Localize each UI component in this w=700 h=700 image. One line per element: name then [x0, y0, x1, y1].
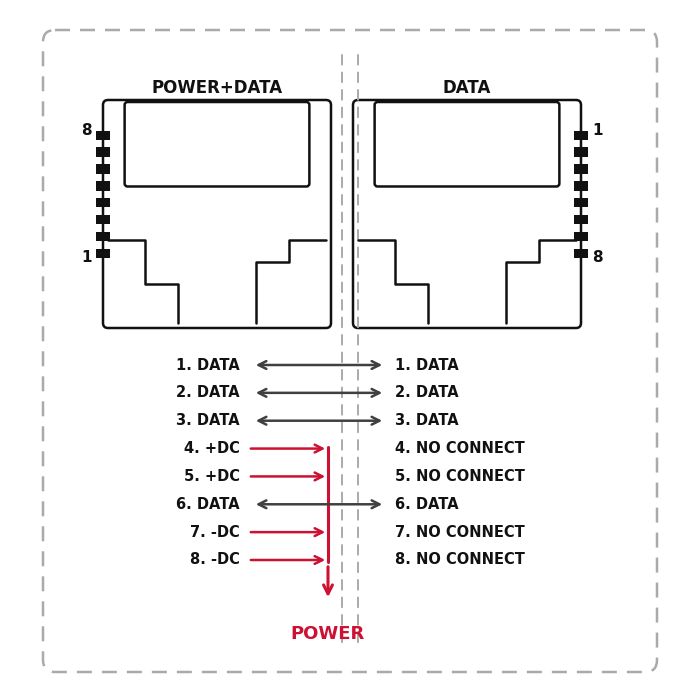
Text: POWER: POWER [291, 625, 365, 643]
Bar [574, 131, 588, 140]
Text: 3. DATA: 3. DATA [176, 413, 240, 428]
Text: DATA: DATA [443, 79, 491, 97]
Text: 4. NO CONNECT: 4. NO CONNECT [395, 441, 525, 456]
Text: 8: 8 [81, 123, 92, 139]
Text: 6. DATA: 6. DATA [176, 497, 240, 512]
Bar [574, 198, 588, 207]
Text: 4. +DC: 4. +DC [184, 441, 240, 456]
Text: 3. DATA: 3. DATA [395, 413, 458, 428]
Text: 8. -DC: 8. -DC [190, 552, 240, 568]
Text: 2. DATA: 2. DATA [176, 386, 240, 400]
Bar [96, 215, 110, 225]
Text: POWER+DATA: POWER+DATA [151, 79, 283, 97]
Text: 6. DATA: 6. DATA [395, 497, 458, 512]
Text: 8: 8 [592, 251, 603, 265]
Bar [96, 232, 110, 242]
Bar [574, 164, 588, 174]
Bar [96, 164, 110, 174]
Text: 5. NO CONNECT: 5. NO CONNECT [395, 469, 525, 484]
Bar [574, 148, 588, 157]
Bar [96, 198, 110, 207]
Bar [574, 181, 588, 190]
Text: 8. NO CONNECT: 8. NO CONNECT [395, 552, 525, 568]
Bar [96, 131, 110, 140]
Bar [96, 249, 110, 258]
Text: 1. DATA: 1. DATA [176, 358, 240, 372]
Bar [574, 249, 588, 258]
Text: 1. DATA: 1. DATA [395, 358, 458, 372]
Text: 5. +DC: 5. +DC [184, 469, 240, 484]
Bar [574, 215, 588, 225]
Bar [574, 232, 588, 242]
Text: 2. DATA: 2. DATA [395, 386, 458, 400]
Text: 1: 1 [81, 251, 92, 265]
Text: 7. NO CONNECT: 7. NO CONNECT [395, 524, 525, 540]
Text: 1: 1 [592, 123, 603, 139]
Bar [96, 181, 110, 190]
Bar [96, 148, 110, 157]
Text: 7. -DC: 7. -DC [190, 524, 240, 540]
